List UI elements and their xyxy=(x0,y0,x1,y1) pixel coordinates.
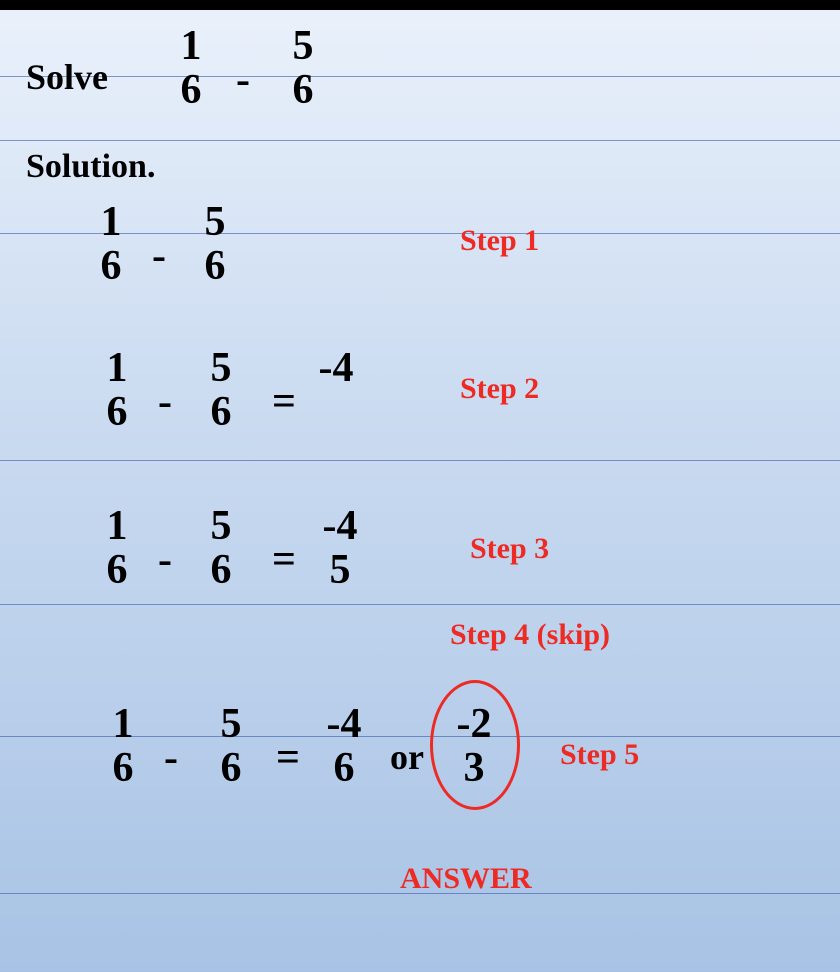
fraction-numerator: 1 xyxy=(92,504,142,548)
fraction-numerator: 1 xyxy=(166,24,216,68)
step4-label: Step 4 (skip) xyxy=(450,618,610,652)
step2-fraction-1: 1 6 xyxy=(92,346,142,434)
fraction-denominator: 6 xyxy=(190,244,240,288)
ruled-line xyxy=(0,140,840,141)
step2-label: Step 2 xyxy=(460,372,539,406)
fraction-numerator: 5 xyxy=(196,504,246,548)
minus-operator: - xyxy=(158,536,172,584)
fraction-numerator: 1 xyxy=(98,702,148,746)
minus-operator: - xyxy=(164,734,178,782)
fraction-denominator: 6 xyxy=(86,244,136,288)
fraction-numerator: 5 xyxy=(196,346,246,390)
problem-fraction-2: 5 6 xyxy=(278,24,328,112)
fraction-denominator: 6 xyxy=(196,548,246,592)
step1-label: Step 1 xyxy=(460,224,539,258)
ruled-line xyxy=(0,604,840,605)
minus-operator: - xyxy=(152,232,166,280)
step3-label: Step 3 xyxy=(470,532,549,566)
fraction-denominator: 6 xyxy=(206,746,256,790)
fraction-denominator: 6 xyxy=(92,548,142,592)
step1-fraction-1: 1 6 xyxy=(86,200,136,288)
fraction-numerator: 5 xyxy=(206,702,256,746)
step2-fraction-2: 5 6 xyxy=(196,346,246,434)
step2-result: -4 xyxy=(306,346,366,432)
ruled-line xyxy=(0,460,840,461)
or-label: or xyxy=(390,736,424,778)
minus-operator: - xyxy=(158,378,172,426)
step1-fraction-2: 5 6 xyxy=(190,200,240,288)
fraction-numerator: -4 xyxy=(306,346,366,390)
solve-label: Solve xyxy=(26,56,108,98)
fraction-denominator: 6 xyxy=(196,390,246,434)
ruled-line xyxy=(0,76,840,77)
answer-label: ANSWER xyxy=(400,862,532,896)
answer-circle-icon xyxy=(430,680,520,810)
step5-label: Step 5 xyxy=(560,738,639,772)
fraction-numerator: 5 xyxy=(278,24,328,68)
fraction-numerator: 5 xyxy=(190,200,240,244)
step3-fraction-2: 5 6 xyxy=(196,504,246,592)
top-border xyxy=(0,0,840,10)
fraction-denominator xyxy=(306,390,366,432)
problem-fraction-1: 1 6 xyxy=(166,24,216,112)
minus-operator: - xyxy=(236,56,250,104)
solution-label: Solution. xyxy=(26,148,155,186)
step5-fraction-2: 5 6 xyxy=(206,702,256,790)
equals-operator: = xyxy=(272,378,296,426)
fraction-denominator: 6 xyxy=(166,68,216,112)
step3-fraction-1: 1 6 xyxy=(92,504,142,592)
step3-result: -4 5 xyxy=(310,504,370,592)
step5-result-1: -4 6 xyxy=(314,702,374,790)
equals-operator: = xyxy=(272,536,296,584)
fraction-numerator: -4 xyxy=(310,504,370,548)
fraction-denominator: 6 xyxy=(92,390,142,434)
fraction-denominator: 6 xyxy=(314,746,374,790)
fraction-numerator: -4 xyxy=(314,702,374,746)
equals-operator: = xyxy=(276,734,300,782)
fraction-denominator: 6 xyxy=(278,68,328,112)
fraction-numerator: 1 xyxy=(92,346,142,390)
fraction-numerator: 1 xyxy=(86,200,136,244)
fraction-denominator: 5 xyxy=(310,548,370,592)
step5-fraction-1: 1 6 xyxy=(98,702,148,790)
fraction-denominator: 6 xyxy=(98,746,148,790)
